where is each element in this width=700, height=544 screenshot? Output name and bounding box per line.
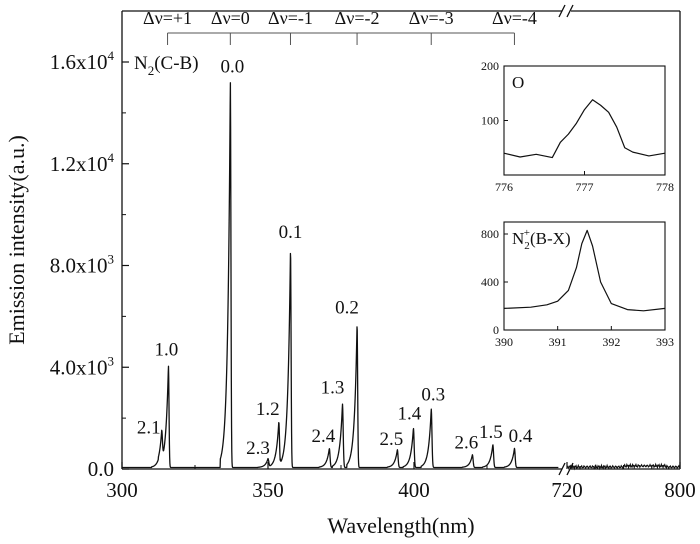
peak-label: 0.4 — [509, 426, 533, 447]
sequence-label: Δν=-4 — [492, 8, 537, 28]
plot-frame — [121, 4, 681, 476]
y-tick-mantissa: 8.0x10 — [50, 254, 108, 278]
spectrum-line — [121, 82, 681, 471]
inset-x-tick-label: 392 — [602, 335, 620, 349]
inset-y-tick-label: 400 — [481, 275, 499, 289]
axis-break-mark — [566, 462, 574, 476]
spectrum-segment-uv — [121, 82, 559, 469]
y-tick-mantissa: 0.0 — [88, 457, 114, 481]
inset-title: N2+(B-X) — [512, 227, 571, 252]
inset-title-superscript: + — [524, 227, 530, 239]
y-tick-exponent: 3 — [108, 353, 115, 368]
band-system-main: N — [134, 53, 148, 74]
sequence-label: Δν=-1 — [268, 8, 313, 28]
inset-title-rest: (B-X) — [530, 229, 571, 248]
y-tick-mantissa: 1.6x10 — [50, 50, 108, 74]
peak-label: 0.3 — [421, 384, 445, 405]
axis-labels: 300 350 400 720 8000.04.0x1038.0x1031.2x1041… — [4, 48, 696, 538]
x-tick-label: 300 — [106, 478, 138, 502]
x-tick-label: 800 — [664, 478, 696, 502]
inset-x-tick-label: 778 — [656, 180, 674, 194]
peak-label: 1.3 — [321, 377, 345, 398]
peak-label: 1.4 — [398, 404, 422, 425]
peak-label: 2.4 — [311, 426, 335, 447]
peak-label: 0.0 — [220, 56, 244, 77]
axis-break-mark — [558, 462, 566, 476]
sequence-label: Δν=+1 — [143, 8, 192, 28]
axis-break-mark — [558, 4, 566, 18]
band-system-label: N2(C-B) — [134, 53, 199, 78]
y-axis-title: Emission intensity(a.u.) — [4, 135, 29, 345]
inset-frame — [503, 221, 666, 331]
inset-x-tick-label: 776 — [495, 180, 513, 194]
y-tick-exponent: 4 — [108, 150, 115, 165]
y-tick-exponent: 3 — [108, 252, 115, 267]
inset-y-tick-label: 800 — [481, 227, 499, 241]
y-tick-mantissa: 4.0x10 — [50, 355, 108, 379]
y-tick-exponent: 4 — [108, 48, 115, 63]
peak-label: 0.1 — [279, 222, 303, 243]
y-tick-label: 1.6x104 — [50, 48, 115, 74]
peak-label: 2.3 — [246, 438, 270, 459]
insets: 776 777 778 100 200 O 390 391 392 393 0 400 800 N2+(B… — [481, 59, 674, 349]
inset-x-tick-label: 390 — [495, 335, 513, 349]
inset-panel: 390 391 392 393 0 400 800 N2+(B-X) — [481, 221, 674, 349]
x-axis-title: Wavelength(nm) — [327, 513, 474, 538]
peak-label: 2.5 — [379, 429, 403, 450]
y-tick-label: 1.2x104 — [50, 150, 115, 176]
inset-x-tick-label: 391 — [549, 335, 567, 349]
sequence-label: Δν=0 — [211, 8, 250, 28]
inset-spectrum-line — [503, 229, 666, 312]
inset-x-tick-label: 393 — [656, 335, 674, 349]
y-tick-label: 8.0x103 — [50, 252, 114, 278]
x-tick-label: 720 — [551, 478, 583, 502]
sequence-label: Δν=-3 — [409, 8, 454, 28]
inset-y-tick-label: 100 — [481, 114, 499, 128]
peak-labels: 2.11.00.02.31.20.12.41.30.22.51.40.32.6 1… — [137, 56, 533, 459]
y-tick-mantissa: 1.2x10 — [50, 152, 108, 176]
sequence-label: Δν=-2 — [335, 8, 380, 28]
y-tick-label: 0.0 — [88, 457, 114, 481]
inset-y-tick-label: 200 — [481, 59, 499, 73]
band-system-subscript: 2 — [148, 63, 155, 78]
peak-label: 1.0 — [155, 339, 179, 360]
peak-label: 2.1 — [137, 418, 161, 439]
peak-label: 2.6 — [455, 432, 479, 453]
peak-label: 1.5 — [479, 422, 503, 443]
inset-panel: 776 777 778 100 200 O — [481, 59, 674, 194]
inset-title-subscript: 2 — [524, 240, 530, 252]
vibrational-sequence-markers: Δν=+1 Δν=0 Δν=-1 Δν=-2 Δν=-3 Δν=-4 N2(C-B) — [134, 8, 537, 78]
peak-label: 0.2 — [335, 297, 359, 318]
x-tick-label: 350 — [252, 478, 284, 502]
x-tick-label: 400 — [398, 478, 430, 502]
inset-title-main: N — [512, 229, 524, 248]
peak-label: 1.2 — [256, 399, 280, 420]
inset-title-main: O — [512, 73, 524, 92]
axis-break-mark — [566, 4, 574, 18]
inset-x-tick-label: 777 — [576, 180, 594, 194]
spectrum-segment-nir — [566, 462, 681, 471]
band-system-rest: (C-B) — [154, 53, 198, 74]
y-tick-label: 4.0x103 — [50, 353, 114, 379]
inset-y-tick-label: 0 — [493, 323, 499, 337]
inset-title: O — [512, 73, 524, 92]
inset-spectrum-line — [503, 99, 666, 159]
inset-frame — [503, 65, 666, 176]
